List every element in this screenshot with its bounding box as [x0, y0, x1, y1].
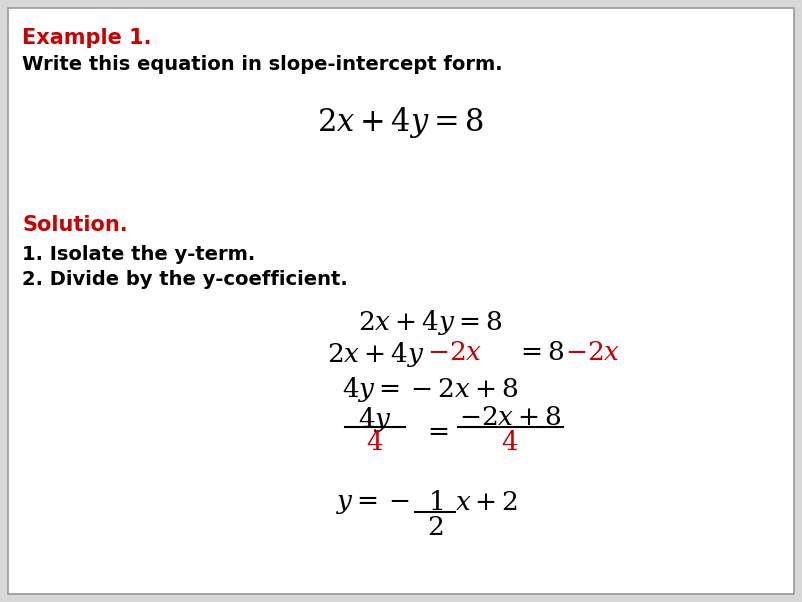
- Text: Solution.: Solution.: [22, 215, 128, 235]
- Text: $4$: $4$: [501, 430, 519, 456]
- Text: $-2x$: $-2x$: [427, 340, 482, 366]
- Text: $x+2$: $x+2$: [455, 490, 518, 516]
- Text: Example 1.: Example 1.: [22, 28, 152, 48]
- Text: $2x+4y$: $2x+4y$: [327, 340, 425, 369]
- Text: $=$: $=$: [422, 418, 448, 444]
- Text: $y=-$: $y=-$: [336, 490, 410, 516]
- Text: $4y$: $4y$: [358, 405, 392, 434]
- Text: $4$: $4$: [367, 430, 383, 456]
- Text: Write this equation in slope-intercept form.: Write this equation in slope-intercept f…: [22, 55, 503, 74]
- Text: $2x+4y=8$: $2x+4y=8$: [317, 105, 484, 140]
- Text: 1. Isolate the y-term.: 1. Isolate the y-term.: [22, 245, 255, 264]
- Text: $-2x+8$: $-2x+8$: [459, 405, 561, 431]
- Text: $4y=-2x+8$: $4y=-2x+8$: [342, 375, 518, 404]
- FancyBboxPatch shape: [8, 8, 794, 594]
- Text: 2. Divide by the y-coefficient.: 2. Divide by the y-coefficient.: [22, 270, 348, 289]
- Text: $2$: $2$: [427, 515, 444, 541]
- Text: $=8$: $=8$: [515, 340, 564, 366]
- Text: $-2x$: $-2x$: [565, 340, 621, 366]
- Text: $1$: $1$: [427, 490, 443, 516]
- Text: $2x+4y=8$: $2x+4y=8$: [358, 308, 502, 337]
